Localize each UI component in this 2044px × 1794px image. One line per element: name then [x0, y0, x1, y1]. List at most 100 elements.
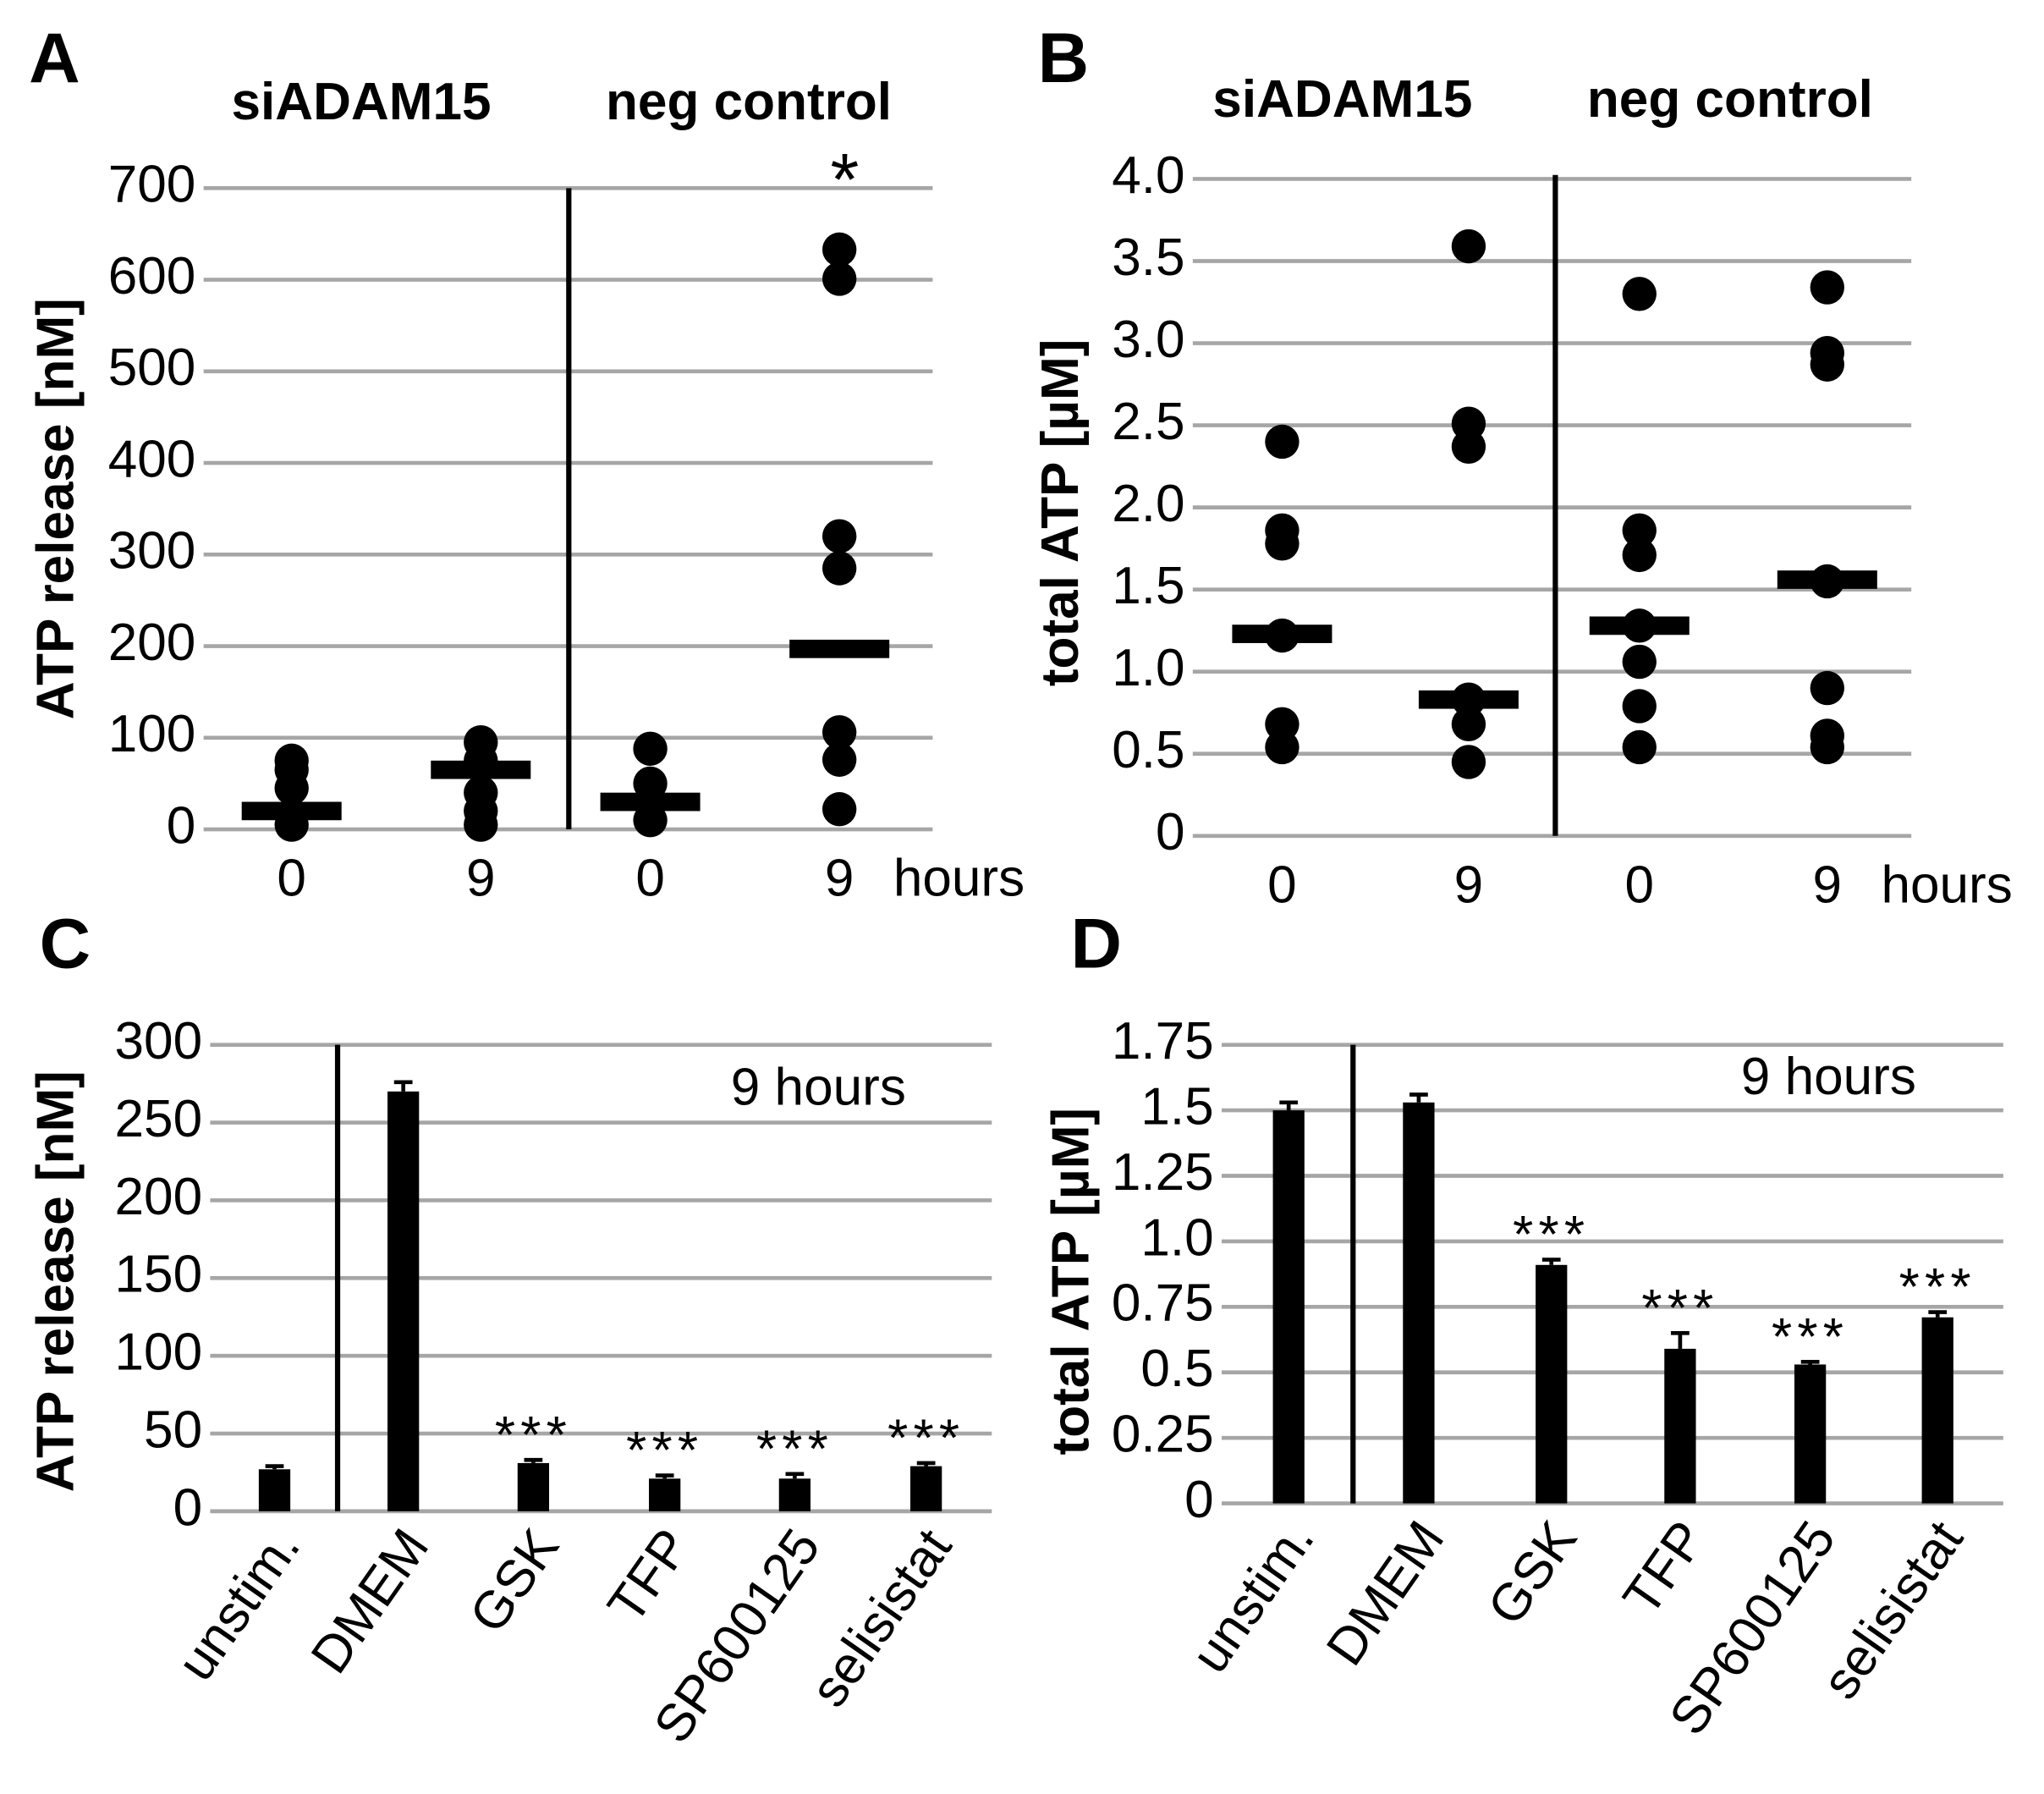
- y-tick-label: 100: [115, 1323, 203, 1382]
- dot: [1451, 745, 1486, 779]
- dot: [1622, 689, 1657, 724]
- dot: [1451, 228, 1486, 264]
- y-tick-label: 600: [108, 247, 196, 305]
- bar: [1921, 1317, 1953, 1504]
- error-bar: [1671, 1330, 1690, 1349]
- y-tick-label: 200: [108, 614, 196, 672]
- annotation: 9 hours: [1741, 1048, 1916, 1106]
- dot: [464, 807, 498, 842]
- dot: [821, 232, 857, 267]
- bar: [1272, 1110, 1305, 1504]
- y-axis-label: ATP release [nM]: [26, 298, 85, 719]
- dot: [1622, 277, 1657, 311]
- y-tick-label: 0.25: [1112, 1406, 1214, 1464]
- bar: [1664, 1348, 1696, 1504]
- y-tick-label: 0: [1156, 803, 1185, 861]
- panel-letter: C: [40, 903, 91, 982]
- y-tick-label: 400: [108, 430, 196, 488]
- x-tick-label: GSK: [1477, 1511, 1589, 1635]
- dot: [821, 551, 857, 586]
- dot: [821, 792, 857, 827]
- significance: ***: [1641, 1279, 1718, 1338]
- error-bar: [265, 1464, 284, 1470]
- x-tick-label: 9: [825, 850, 854, 908]
- y-tick-label: 700: [108, 156, 196, 214]
- median-bar: [1232, 625, 1332, 643]
- error-bar: [393, 1080, 413, 1092]
- error-bar: [1800, 1360, 1820, 1365]
- panel-letter: A: [29, 18, 80, 97]
- x-tick-label: 0: [1267, 856, 1297, 914]
- x-tick-label: unstim.: [167, 1519, 311, 1692]
- significance: ***: [495, 1406, 572, 1465]
- bar: [258, 1469, 291, 1511]
- x-tick-label: DMEM: [300, 1519, 440, 1684]
- y-tick-label: 0.75: [1112, 1274, 1214, 1333]
- significance: ***: [1899, 1258, 1976, 1317]
- y-tick-label: 0: [1184, 1471, 1214, 1529]
- x-tick-label: 0: [1624, 856, 1654, 914]
- bar: [1794, 1364, 1827, 1504]
- y-tick-label: 1.25: [1112, 1143, 1214, 1202]
- error-bar: [524, 1457, 543, 1463]
- dot: [1622, 537, 1657, 573]
- y-axis-label: total ATP [µM]: [1031, 339, 1090, 687]
- dot: [1810, 670, 1844, 706]
- dot: [1810, 270, 1844, 305]
- dot: [821, 742, 857, 777]
- y-tick-label: 1.75: [1112, 1012, 1214, 1070]
- dot: [633, 803, 668, 838]
- y-tick-label: 2.5: [1112, 393, 1184, 451]
- y-tick-label: 1.5: [1140, 1077, 1213, 1136]
- dot: [1265, 729, 1299, 765]
- y-axis-label: total ATP [µM]: [1042, 1108, 1101, 1456]
- y-tick-label: 3.5: [1112, 228, 1184, 287]
- y-tick-label: 0: [167, 796, 196, 855]
- y-tick-label: 3.0: [1112, 311, 1184, 369]
- y-tick-label: 300: [115, 1012, 203, 1070]
- error-bar: [1541, 1257, 1561, 1265]
- y-tick-label: 100: [108, 705, 196, 763]
- bar: [778, 1478, 811, 1511]
- dot: [1810, 729, 1844, 765]
- dot: [1265, 424, 1299, 460]
- x-axis-label: hours: [893, 850, 1025, 908]
- dot: [1810, 347, 1844, 382]
- y-tick-label: 1.0: [1140, 1208, 1213, 1267]
- y-tick-label: 1.5: [1112, 557, 1184, 615]
- error-bar: [785, 1472, 805, 1479]
- significance: ***: [756, 1420, 833, 1478]
- dot: [1622, 729, 1657, 765]
- y-tick-label: 4.0: [1112, 146, 1184, 205]
- dot: [821, 261, 857, 296]
- dot: [821, 715, 857, 750]
- error-bar: [1279, 1100, 1299, 1111]
- panel-letter: D: [1070, 903, 1122, 982]
- dot: [1622, 513, 1657, 548]
- x-tick-label: 9: [1454, 856, 1484, 914]
- x-tick-label: TFP: [596, 1519, 701, 1634]
- bar: [910, 1466, 942, 1511]
- dot: [1451, 707, 1486, 742]
- y-tick-label: 0.5: [1140, 1340, 1213, 1398]
- bar: [1403, 1102, 1435, 1504]
- y-axis-label: ATP release [nM]: [26, 1070, 85, 1492]
- y-tick-label: 500: [108, 338, 196, 397]
- y-tick-label: 150: [115, 1246, 203, 1304]
- y-tick-label: 200: [115, 1168, 203, 1226]
- median-bar: [1418, 690, 1519, 709]
- dot: [633, 731, 668, 766]
- median-bar: [1589, 616, 1690, 636]
- y-tick-label: 2.0: [1112, 475, 1184, 533]
- bar: [517, 1462, 550, 1511]
- x-tick-label: GSK: [459, 1519, 570, 1643]
- error-bar: [916, 1461, 936, 1467]
- x-tick-label: DMEM: [1316, 1511, 1455, 1676]
- panel-letter: B: [1038, 18, 1090, 97]
- significance: ***: [1513, 1206, 1590, 1264]
- bar: [387, 1091, 420, 1511]
- error-bar: [1928, 1310, 1948, 1318]
- group-label: neg control: [1587, 70, 1873, 129]
- dot: [274, 771, 309, 806]
